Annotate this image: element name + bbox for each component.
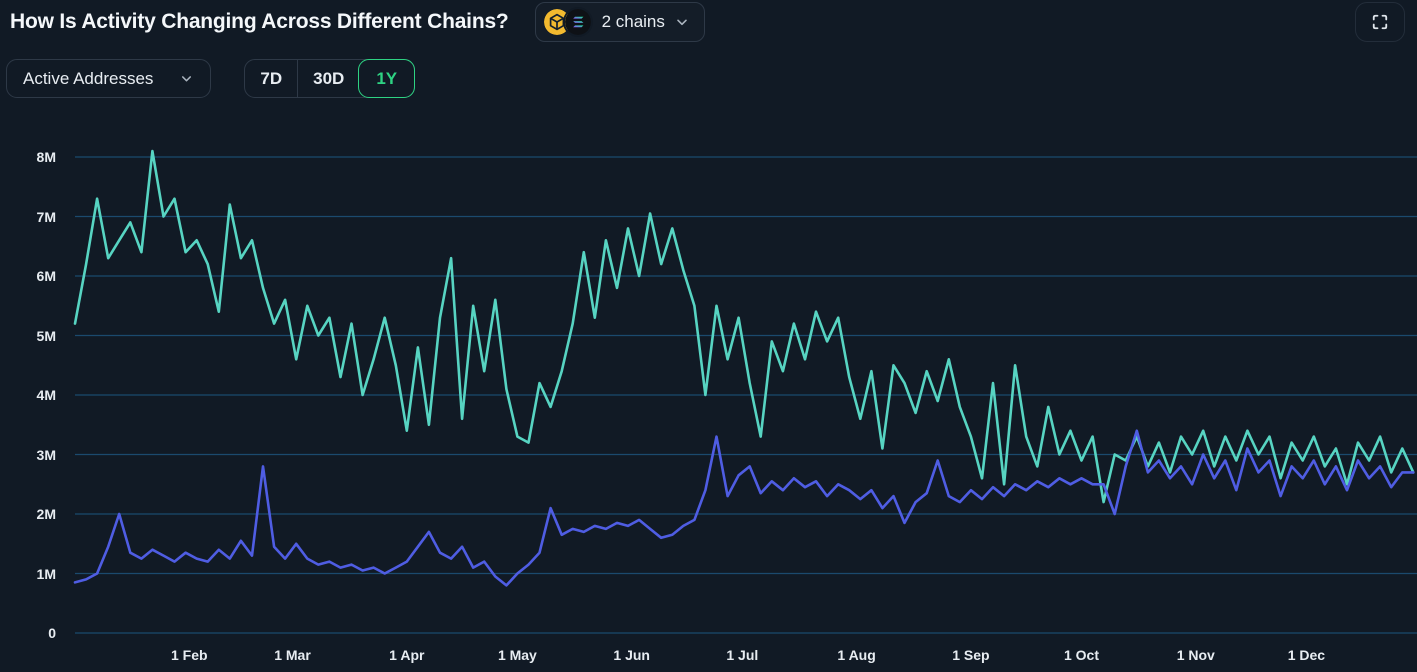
x-axis-tick-label: 1 Feb — [170, 647, 208, 663]
header: How Is Activity Changing Across Differen… — [10, 2, 1405, 42]
y-axis-tick-label: 3M — [36, 446, 56, 463]
chart-area: 0 1M 2M 3M 4M 5M 6M 7M 8M 1 Feb 1 Mar 1 Apr 1 May 1 J… — [0, 112, 1417, 672]
x-axis-tick-label: 1 Sep — [952, 647, 990, 663]
y-axis-tick-label: 6M — [36, 268, 56, 284]
timeframe-button-1y[interactable]: 1Y — [358, 59, 416, 98]
timeframe-button-7d[interactable]: 7D — [245, 60, 297, 97]
x-axis-tick-label: 1 May — [497, 647, 537, 663]
y-axis-tick-label: 2M — [36, 506, 56, 522]
x-axis-tick-label: 1 Mar — [274, 647, 311, 663]
y-axis-tick-label: 4M — [36, 387, 56, 403]
x-axis-tick-label: 1 Jun — [613, 647, 650, 663]
y-axis-tick-label: 0 — [48, 625, 56, 641]
y-axis-tick-label: 7M — [36, 208, 56, 225]
x-axis-tick-label: 1 Aug — [837, 647, 876, 663]
chevron-down-icon — [677, 19, 687, 26]
series-blue-line — [73, 429, 1415, 587]
timeframe-selector: 7D 30D 1Y — [244, 59, 416, 98]
x-axis-tick-label: 1 Nov — [1176, 647, 1215, 663]
fullscreen-icon — [1372, 14, 1388, 30]
x-axis-tick-label: 1 Apr — [389, 647, 425, 663]
chain-selector-dropdown[interactable]: 2 chains — [534, 2, 705, 42]
metric-dropdown-value: Active Addresses — [23, 68, 154, 88]
series-teal-line — [73, 149, 1415, 504]
y-axis-tick-label: 5M — [36, 327, 56, 344]
solana-coin-icon — [562, 7, 593, 37]
y-axis-tick-label: 1M — [36, 565, 56, 582]
page-title: How Is Activity Changing Across Differen… — [10, 10, 509, 33]
x-axis-tick-label: 1 Dec — [1287, 647, 1326, 663]
chain-coin-stack — [543, 7, 593, 37]
x-axis-tick-label: 1 Jul — [726, 647, 759, 663]
y-axis-tick-label: 8M — [36, 149, 56, 165]
x-axis-tick-label: 1 Oct — [1063, 647, 1099, 663]
timeframe-button-30d[interactable]: 30D — [297, 60, 359, 97]
chevron-down-icon — [182, 76, 192, 82]
controls-row: Active Addresses 7D 30D 1Y — [6, 59, 416, 98]
fullscreen-button[interactable] — [1355, 2, 1405, 42]
chain-selector-label: 2 chains — [601, 12, 665, 31]
metric-dropdown[interactable]: Active Addresses — [6, 59, 212, 98]
chart-plot[interactable] — [0, 112, 1417, 672]
